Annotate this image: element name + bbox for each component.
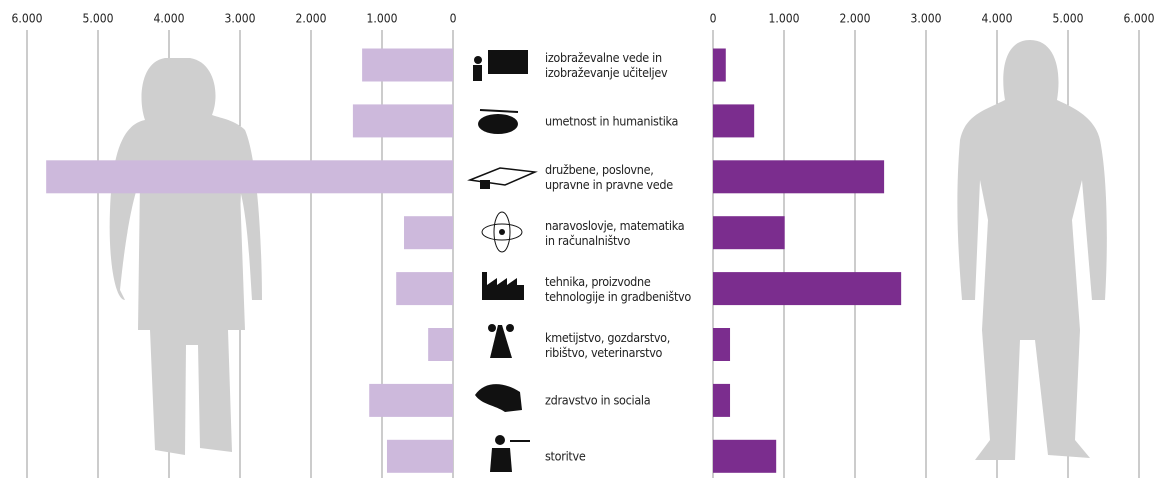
- man-silhouette: [957, 40, 1107, 460]
- icon: [506, 324, 514, 332]
- bar: [369, 383, 453, 417]
- bar: [713, 272, 902, 306]
- bar: [713, 383, 731, 417]
- bar: [713, 48, 726, 82]
- icon-money: [467, 167, 538, 186]
- x-tick-label: 6.000: [1124, 12, 1155, 26]
- category-label: umetnost in humanistika: [545, 113, 679, 129]
- category-label: tehnika, proizvodne tehnologije in gradb…: [545, 273, 691, 304]
- bar: [396, 272, 453, 306]
- x-tick-label: 2.000: [840, 12, 871, 26]
- icon-factory: [482, 272, 524, 300]
- icons: [467, 50, 538, 472]
- x-tick-label: 0: [710, 12, 717, 26]
- x-tick-label: 5.000: [83, 12, 114, 26]
- bar: [713, 160, 885, 194]
- category-label: zdravstvo in sociala: [545, 392, 651, 408]
- icon-board: [488, 50, 528, 74]
- icon-hand: [475, 384, 522, 412]
- x-tick-label: 5.000: [1053, 12, 1084, 26]
- bar: [713, 216, 785, 250]
- x-tick-label: 4.000: [982, 12, 1013, 26]
- x-tick-label: 3.000: [911, 12, 942, 26]
- x-tick-label: 1.000: [367, 12, 398, 26]
- category-label: družbene, poslovne, upravne in pravne ve…: [545, 161, 673, 192]
- icon: [488, 324, 496, 332]
- bar: [386, 439, 453, 473]
- bar: [713, 104, 755, 138]
- icon-atom: [481, 223, 523, 241]
- x-tick-label: 0: [450, 12, 457, 26]
- bar: [362, 48, 453, 82]
- category-label: storitve: [545, 448, 586, 464]
- icon: [480, 180, 490, 189]
- x-tick-label: 4.000: [154, 12, 185, 26]
- bar: [404, 216, 453, 250]
- icon: [510, 440, 530, 442]
- bar: [713, 328, 731, 361]
- x-tick-label: 3.000: [225, 12, 256, 26]
- x-tick-label: 2.000: [296, 12, 327, 26]
- icon: [493, 211, 511, 253]
- woman-silhouette: [109, 58, 262, 455]
- icon: [474, 56, 482, 64]
- bar: [428, 328, 453, 361]
- category-label: kmetijstvo, gozdarstvo, ribištvo, veteri…: [545, 329, 671, 360]
- category-label: naravoslovje, matematika in računalništv…: [545, 217, 685, 248]
- silhouettes: [109, 40, 1107, 460]
- bar: [713, 439, 777, 473]
- bar: [352, 104, 453, 138]
- icon-palette: [478, 114, 518, 134]
- icon-waiter: [495, 435, 505, 445]
- icon: [490, 448, 512, 472]
- x-tick-label: 6.000: [12, 12, 43, 26]
- icon-wheat: [490, 325, 512, 358]
- bar: [46, 160, 454, 194]
- icon: [479, 109, 519, 113]
- category-label: izobraževalne vede in izobraževanje učit…: [545, 50, 668, 80]
- icon: [473, 65, 482, 81]
- x-tick-label: 1.000: [769, 12, 800, 26]
- icon: [499, 229, 505, 235]
